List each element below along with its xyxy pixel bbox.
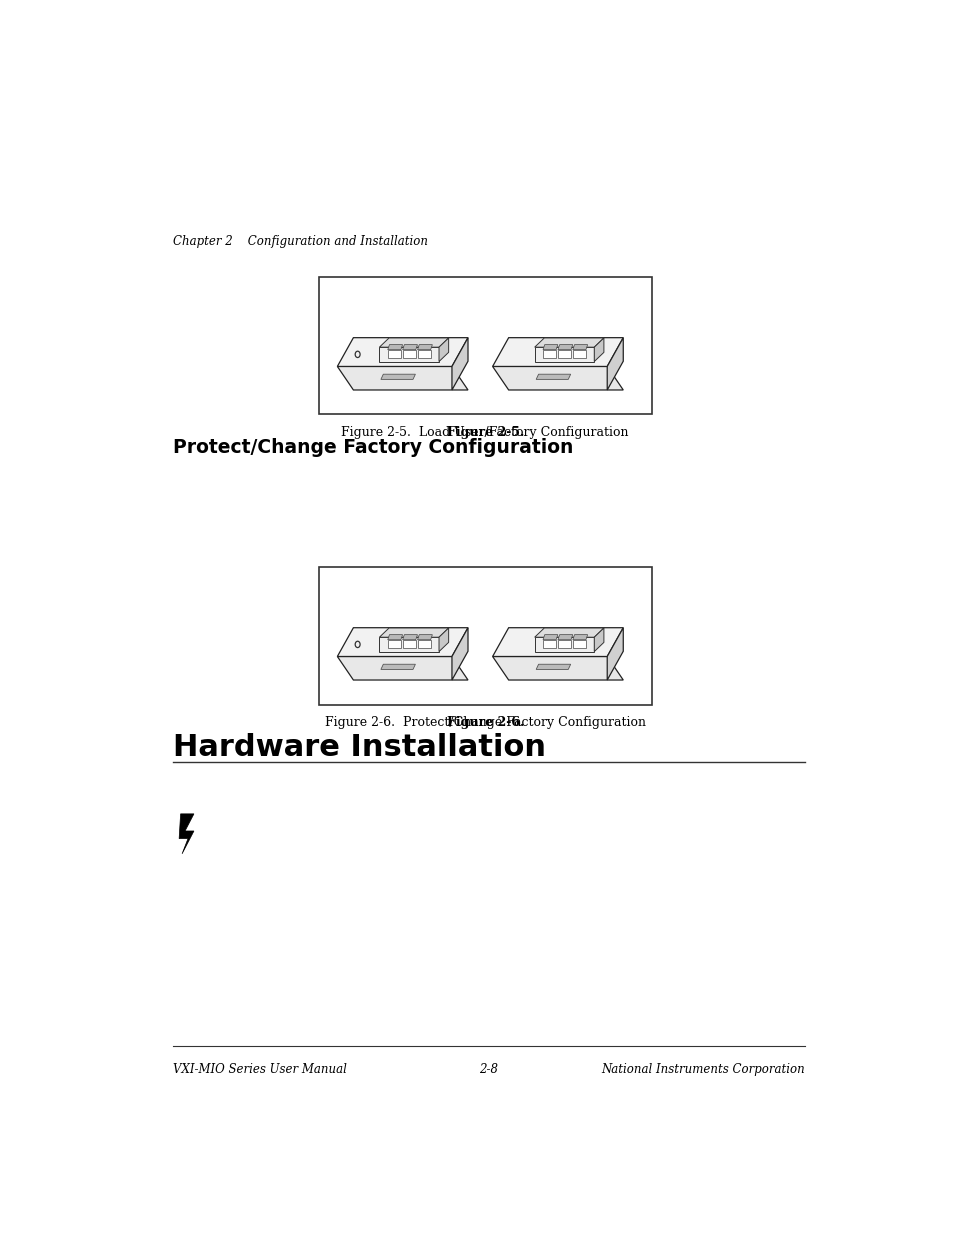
Text: Hardware Installation: Hardware Installation <box>173 734 546 762</box>
Polygon shape <box>594 629 603 652</box>
Text: VXI-MIO Series User Manual: VXI-MIO Series User Manual <box>173 1063 347 1076</box>
Polygon shape <box>379 629 448 637</box>
Bar <box>318 277 651 415</box>
Bar <box>318 567 651 704</box>
Polygon shape <box>337 367 468 390</box>
Polygon shape <box>534 637 594 652</box>
Polygon shape <box>417 640 430 647</box>
Text: Figure 2-5.  Load User/Factory Configuration: Figure 2-5. Load User/Factory Configurat… <box>341 426 628 438</box>
Polygon shape <box>572 640 585 647</box>
Polygon shape <box>417 350 430 358</box>
Polygon shape <box>542 640 556 647</box>
Text: 2-8: 2-8 <box>479 1063 497 1076</box>
Polygon shape <box>337 627 468 657</box>
Polygon shape <box>379 347 438 362</box>
Polygon shape <box>536 374 570 379</box>
Polygon shape <box>606 627 622 680</box>
Polygon shape <box>536 664 570 669</box>
Text: Figure 2-6.  Protect/Change Factory Configuration: Figure 2-6. Protect/Change Factory Confi… <box>324 716 645 729</box>
Polygon shape <box>558 640 571 647</box>
Polygon shape <box>492 627 622 657</box>
Text: National Instruments Corporation: National Instruments Corporation <box>600 1063 803 1076</box>
Polygon shape <box>492 337 622 367</box>
Polygon shape <box>452 627 468 680</box>
Polygon shape <box>542 635 558 640</box>
Polygon shape <box>402 345 417 350</box>
Polygon shape <box>572 350 585 358</box>
Polygon shape <box>387 635 402 640</box>
Polygon shape <box>534 347 594 362</box>
Polygon shape <box>558 635 572 640</box>
Polygon shape <box>452 337 468 390</box>
Polygon shape <box>492 367 622 390</box>
Polygon shape <box>594 338 603 362</box>
Polygon shape <box>542 345 558 350</box>
Polygon shape <box>380 374 415 379</box>
Polygon shape <box>387 350 400 358</box>
Polygon shape <box>387 345 402 350</box>
Polygon shape <box>606 337 622 390</box>
Polygon shape <box>438 338 448 362</box>
Polygon shape <box>380 664 415 669</box>
Polygon shape <box>337 657 468 680</box>
Text: Protect/Change Factory Configuration: Protect/Change Factory Configuration <box>173 438 573 457</box>
Text: Figure 2-6.: Figure 2-6. <box>446 716 523 729</box>
Polygon shape <box>438 629 448 652</box>
Polygon shape <box>417 635 432 640</box>
Polygon shape <box>379 637 438 652</box>
Polygon shape <box>534 629 603 637</box>
Text: Figure 2-5.: Figure 2-5. <box>446 426 523 438</box>
Polygon shape <box>417 345 432 350</box>
Polygon shape <box>572 345 587 350</box>
Polygon shape <box>379 338 448 347</box>
Polygon shape <box>387 640 400 647</box>
Polygon shape <box>492 657 622 680</box>
Polygon shape <box>402 640 416 647</box>
Polygon shape <box>558 345 572 350</box>
Polygon shape <box>402 350 416 358</box>
Polygon shape <box>179 814 193 853</box>
Polygon shape <box>337 337 468 367</box>
Polygon shape <box>572 635 587 640</box>
Text: Chapter 2    Configuration and Installation: Chapter 2 Configuration and Installation <box>173 235 428 248</box>
Polygon shape <box>402 635 417 640</box>
Polygon shape <box>558 350 571 358</box>
Polygon shape <box>542 350 556 358</box>
Polygon shape <box>534 338 603 347</box>
